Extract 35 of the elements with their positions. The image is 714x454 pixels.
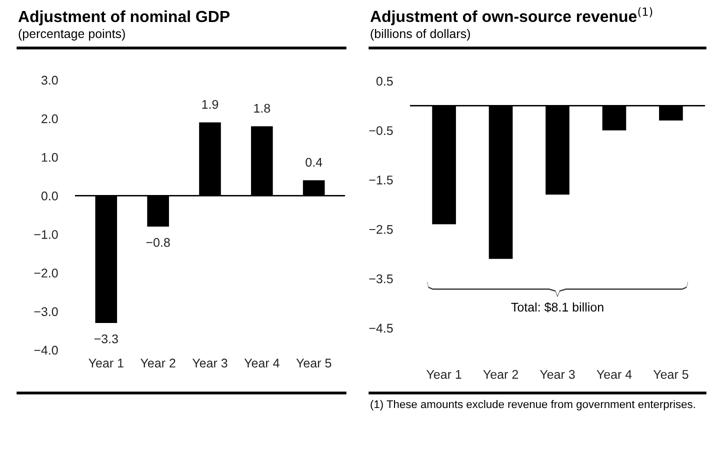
y-tick-label: −4.0 <box>34 346 58 355</box>
y-tick-label: −1.5 <box>369 176 393 184</box>
y-tick-label: −1.0 <box>34 230 58 239</box>
y-tick-label: 0.0 <box>41 192 58 200</box>
x-tick-label: Year 4 <box>244 358 280 368</box>
x-tick-label: Year 3 <box>540 370 575 379</box>
data-label: −0.8 <box>146 238 170 247</box>
x-tick-label: Year 5 <box>296 358 332 368</box>
x-tick-label: Year 1 <box>426 370 462 379</box>
chart-subtitle: (percentage points) <box>18 28 125 41</box>
data-label: −3.3 <box>94 334 118 344</box>
x-tick-label: Year 1 <box>88 358 124 368</box>
y-tick-label: 0.5 <box>376 76 393 86</box>
text: (1) These amounts exclude revenue from government enterprises. <box>370 400 695 410</box>
y-tick-label: −3.5 <box>369 274 393 284</box>
x-tick-label: Year 2 <box>140 358 176 368</box>
chart-subtitle: (billions of dollars) <box>370 28 470 41</box>
y-tick-label: −4.5 <box>369 324 393 333</box>
y-tick-label: 2.0 <box>42 114 58 124</box>
chart-title: Adjustment of nominal GDP <box>18 10 230 26</box>
data-label: 0.4 <box>306 158 322 167</box>
data-label: 1.9 <box>202 100 218 109</box>
x-tick-label: Year 3 <box>192 358 228 368</box>
chart-title: Adjustment of own-source revenue$^{(1)}$ <box>370 7 652 26</box>
annotation: Total: $8.1 billion <box>511 302 604 312</box>
y-tick-label: 1.0 <box>42 152 58 162</box>
x-tick-label: Year 5 <box>653 370 688 379</box>
data-label: 1.8 <box>254 104 270 113</box>
x-tick-label: Year 2 <box>483 370 518 379</box>
y-tick-label: −2.5 <box>369 225 393 234</box>
y-tick-label: 3.0 <box>41 76 58 85</box>
x-tick-label: Year 4 <box>596 370 632 379</box>
y-tick-label: −2.0 <box>34 268 58 278</box>
y-tick-label: −0.5 <box>369 126 393 136</box>
y-tick-label: −3.0 <box>34 307 58 316</box>
